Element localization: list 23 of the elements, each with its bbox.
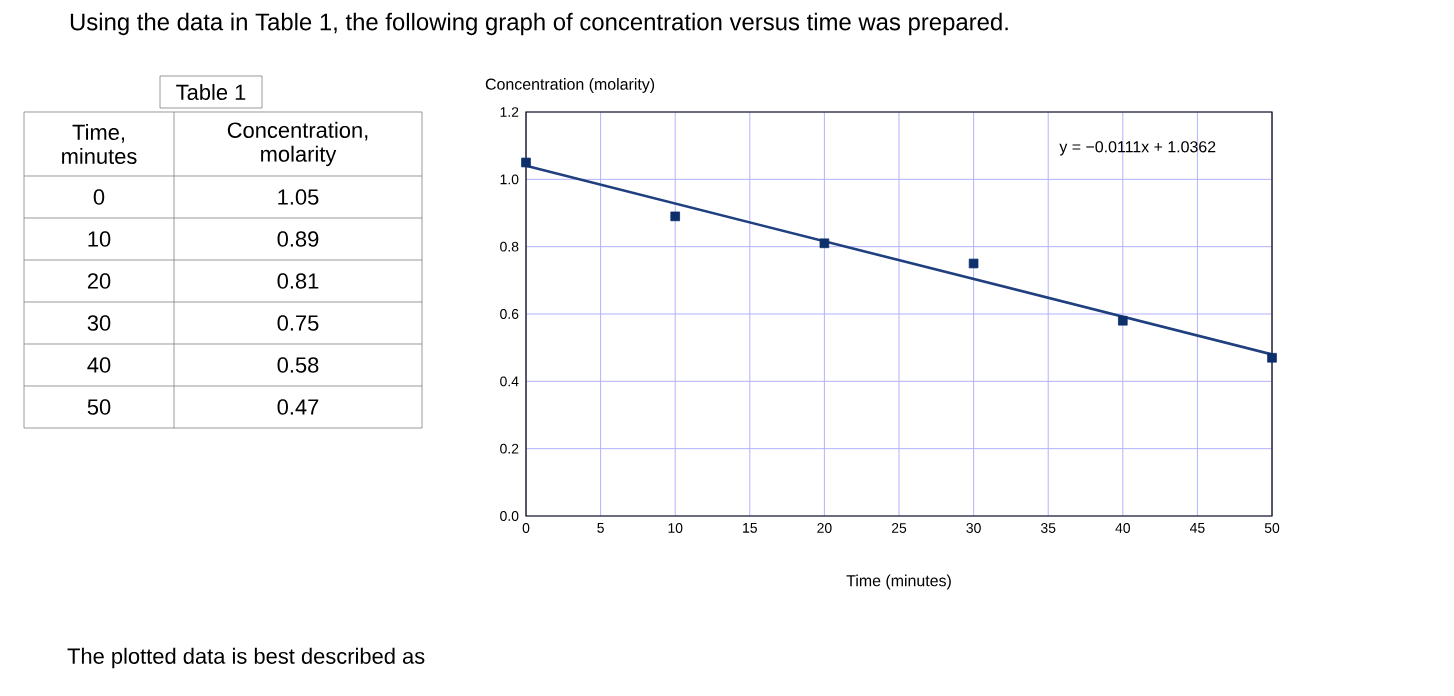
y-tick-label: 30: [87, 315, 111, 331]
point: [819, 238, 830, 249]
data-label: 0.47: [277, 399, 319, 415]
y-axis-title: Time, minutes: [62, 124, 137, 164]
data-label: 1.05: [278, 189, 319, 205]
point: [1267, 352, 1277, 363]
data-label: 0.81: [277, 273, 319, 289]
point: [968, 258, 979, 269]
y-tick-label: 0: [93, 189, 105, 205]
data-label: 0.58: [277, 357, 319, 373]
point: [521, 157, 531, 168]
data-label: 0.75: [277, 315, 319, 331]
point: [670, 211, 680, 222]
data-label: 0.89: [277, 231, 319, 247]
y-tick-label: 50: [87, 399, 111, 415]
chart-title: Using the data in Table 1, the following graph of concentration versus time was prepared.: [70, 12, 1008, 36]
y-tick-label: 10: [88, 231, 111, 247]
point: [1118, 315, 1128, 326]
y-tick-label: 40: [87, 357, 111, 373]
chart-title: Table 1: [176, 83, 246, 101]
x-tick-label: Concentration, molarity: [227, 121, 368, 167]
text: The plotted data is best described as: [67, 647, 425, 669]
y-tick-label: 20: [87, 273, 111, 289]
